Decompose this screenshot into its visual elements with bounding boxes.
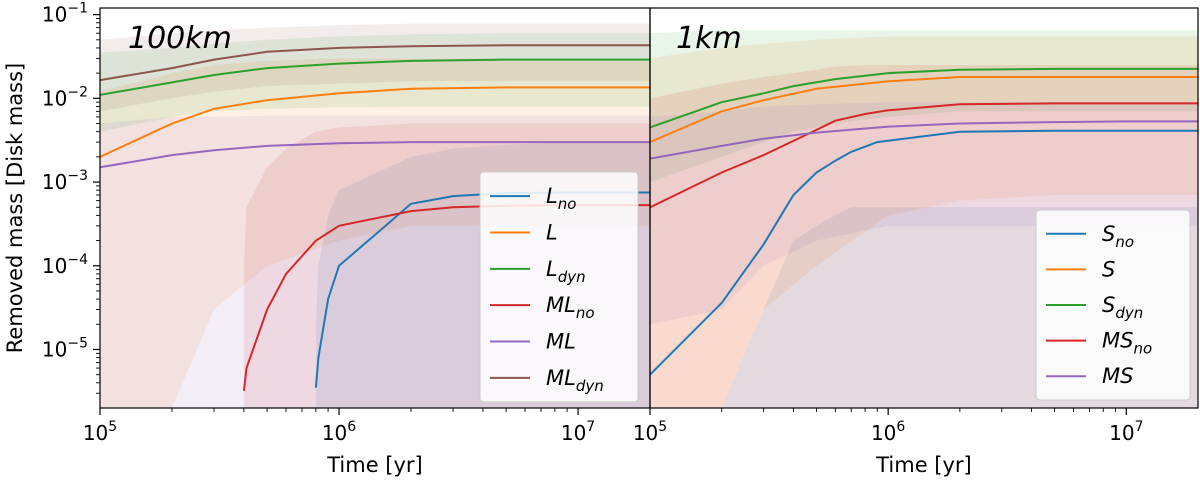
band-s [650,36,1198,408]
panel-2: 105 106 107 Time [yr] 1km Sno S Sdyn MSno MS [633,7,1199,477]
series-line-s-dyn [650,67,1198,129]
band-l-dyn [100,33,650,132]
legend: Sno S Sdyn MSno MS [1035,209,1191,401]
plot-frame [649,7,1199,409]
x-tick-label: 107 [561,419,595,445]
band-l [100,58,650,408]
legend-label: Lno [546,184,576,213]
legend-box [1035,209,1191,401]
y-tick-label: 10−4 [42,252,88,278]
series-line-ms-no [650,102,1198,209]
y-tick-label: 10−2 [42,84,88,110]
y-tick-label: 10−1 [42,1,88,27]
series-line-ml [100,141,650,169]
legend-label: MLno [546,293,595,322]
legend-label: Ldyn [546,257,586,286]
series-line-s-no [650,129,1198,376]
series-line-ms [650,120,1198,160]
legend-label: MS [1102,364,1133,388]
panel-title: 100km [128,21,232,56]
legend-label: S [1102,257,1115,281]
x-tick-label: 105 [83,419,117,445]
x-axis-label: Time [yr] [875,453,972,477]
band-ms [650,102,1198,325]
legend-label: Sdyn [1102,293,1143,322]
legend-label: Sno [1102,222,1134,251]
x-axis-label: Time [yr] [326,453,423,477]
legend-label: MLdyn [546,366,604,395]
series-line-l-dyn [100,58,650,96]
legend-label: MSno [1102,329,1152,358]
y-tick-label: 10−5 [42,335,88,361]
series-line-l [100,86,650,158]
x-tick-label: 105 [633,419,667,445]
legend-label: ML [546,330,576,354]
series-line-ml-dyn [100,44,650,82]
y-tick-label: 10−3 [42,168,88,194]
series-line-s [650,76,1198,144]
panel-1: 105 106 107 10−5 10−4 10−3 10−2 10−1 Time [yr] Re… [3,1,651,477]
x-tick-label: 107 [1109,419,1143,445]
y-axis-label: Removed mass [Disk mass] [3,63,27,353]
legend-box [479,171,639,403]
x-tick-label: 106 [871,419,905,445]
x-tick-label: 106 [322,419,356,445]
legend-label: L [546,221,558,245]
panel-title: 1km [676,21,742,56]
legend: Lno L Ldyn MLno ML MLdyn [479,171,639,403]
